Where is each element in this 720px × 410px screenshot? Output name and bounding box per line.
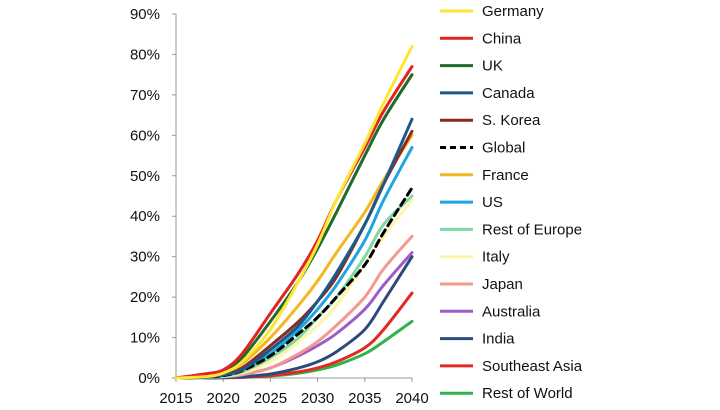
legend-label-canada: Canada <box>482 85 535 102</box>
x-tick-label: 2030 <box>301 390 334 407</box>
legend-label-france: France <box>482 167 529 184</box>
y-tick-label: 10% <box>130 330 160 347</box>
legend-label-rest-of-world: Rest of World <box>482 385 573 402</box>
y-tick-label: 40% <box>130 208 160 225</box>
series-layer <box>174 44 414 380</box>
legend-label-us: US <box>482 194 503 211</box>
x-tick-label: 2015 <box>159 390 192 407</box>
legend-label-s-korea: S. Korea <box>482 112 541 129</box>
legend-label-global: Global <box>482 140 525 157</box>
chart-axes: 0% 10% 20% 30% 40% 50% 60% 70% 80% 90% 2015 2020 202… <box>130 6 429 407</box>
y-tick-label: 0% <box>138 370 160 387</box>
x-tick-label: 2035 <box>348 390 381 407</box>
chart-legend: Germany China UK Canada S. Korea Global France… <box>440 3 583 402</box>
x-tick-label: 2020 <box>207 390 240 407</box>
legend-label-china: China <box>482 30 522 47</box>
y-tick-label: 50% <box>130 168 160 185</box>
legend-label-australia: Australia <box>482 303 541 320</box>
legend-label-southeast-asia: Southeast Asia <box>482 358 583 375</box>
y-tick-label: 20% <box>130 289 160 306</box>
y-tick-label: 30% <box>130 249 160 266</box>
x-tick-label: 2040 <box>395 390 428 407</box>
y-tick-label: 60% <box>130 127 160 144</box>
legend-label-germany: Germany <box>482 3 544 20</box>
series-line-germany <box>174 44 414 380</box>
legend-label-italy: Italy <box>482 249 510 266</box>
y-tick-label: 80% <box>130 46 160 63</box>
x-tick-label: 2025 <box>254 390 287 407</box>
series-line-india <box>174 255 414 380</box>
legend-label-india: India <box>482 331 515 348</box>
legend-label-japan: Japan <box>482 276 523 293</box>
legend-label-rest-of-europe: Rest of Europe <box>482 221 582 238</box>
y-tick-label: 70% <box>130 87 160 104</box>
y-tick-label: 90% <box>130 6 160 23</box>
series-line-china <box>174 65 414 380</box>
series-line-japan <box>174 234 414 380</box>
legend-label-uk: UK <box>482 58 503 75</box>
